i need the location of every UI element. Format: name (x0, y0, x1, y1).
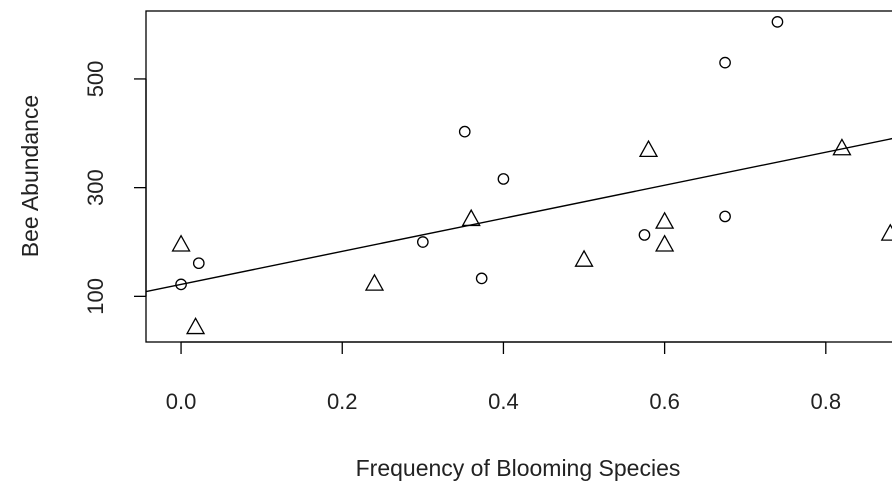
x-tick-label: 0.0 (166, 389, 197, 414)
y-tick-label: 100 (83, 278, 108, 315)
triangle-point (880, 223, 892, 241)
triangle-point (364, 273, 385, 291)
x-tick-label: 0.2 (327, 389, 358, 414)
triangle-point (638, 139, 659, 158)
triangle-point (461, 208, 481, 227)
y-axis-title: Bee Abundance (17, 95, 43, 257)
x-tick-label: 0.4 (488, 389, 519, 414)
circle-point (458, 125, 471, 138)
x-axis: 0.0 0.2 0.4 0.6 0.8 (166, 341, 842, 414)
y-tick-label: 300 (83, 169, 108, 206)
x-tick-label: 0.6 (649, 389, 680, 414)
circle-point (638, 229, 651, 241)
circle-point (192, 257, 205, 270)
triangle-point (655, 211, 675, 229)
x-tick-label: 0.8 (811, 389, 842, 414)
circle-point (416, 236, 429, 248)
x-axis-title: Frequency of Blooming Species (356, 455, 681, 481)
circle-point (771, 16, 784, 28)
data-points (171, 16, 892, 335)
circle-point (175, 278, 187, 291)
circle-point (719, 210, 731, 223)
regression-line (146, 137, 892, 293)
circle-point (475, 272, 488, 285)
triangle-point (832, 138, 852, 156)
triangle-point (185, 316, 206, 335)
triangle-point (574, 249, 594, 267)
circle-point (719, 56, 731, 69)
triangle-point (655, 234, 675, 252)
triangle-point (171, 234, 191, 252)
regression-line-group (146, 137, 892, 293)
circle-point (497, 173, 510, 185)
plot-frame (145, 10, 892, 343)
y-axis: 100 300 500 (83, 61, 147, 315)
y-tick-label: 500 (83, 61, 108, 98)
